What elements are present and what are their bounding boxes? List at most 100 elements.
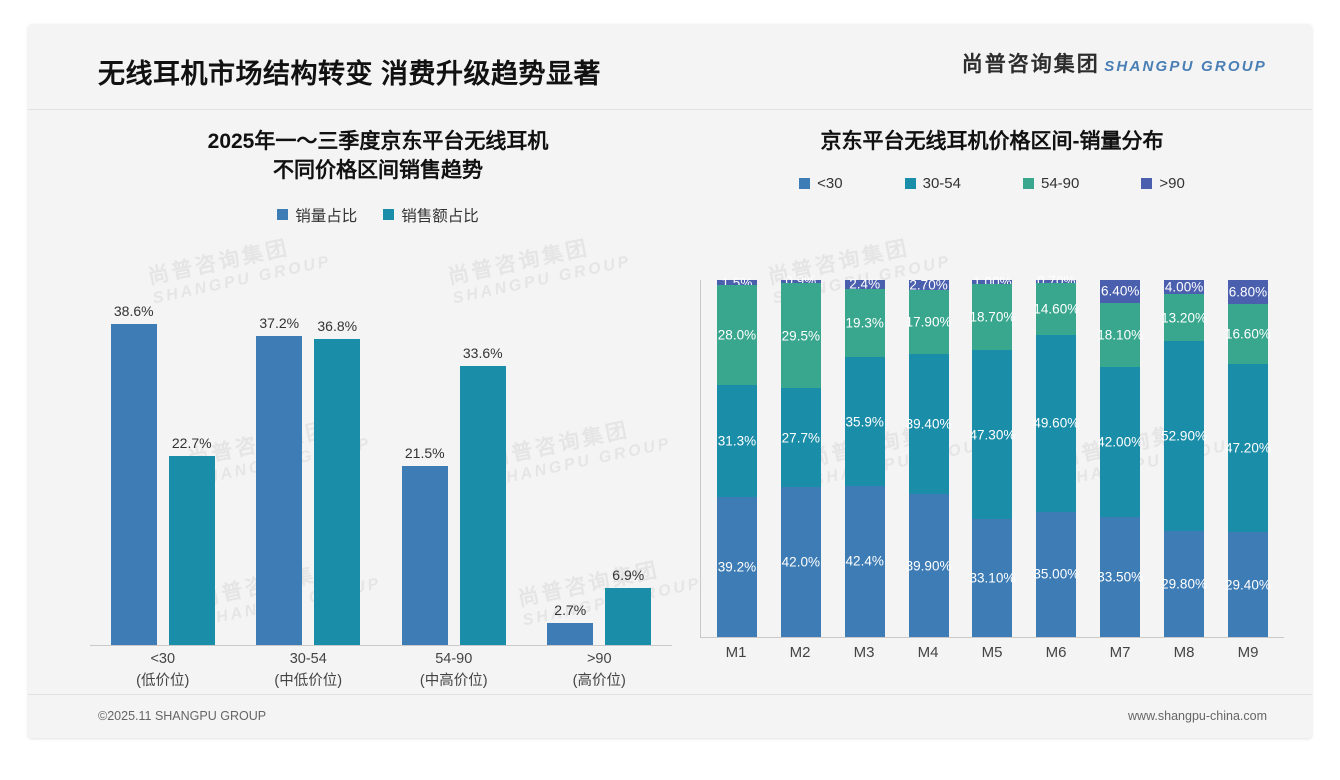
bar-销量占比-30-54[interactable]: 37.2% <box>256 315 303 645</box>
stacked-segment-54-90-M4[interactable]: 17.90% <box>906 289 951 354</box>
stacked-segment-<30-M4[interactable]: 39.90% <box>905 494 952 637</box>
segment-value-label: 39.90% <box>905 558 952 574</box>
copyright-text: ©2025.11 SHANGPU GROUP <box>98 709 267 723</box>
stacked-column-M9[interactable]: 6.80% 16.60% 47.20% 29.40% <box>1225 280 1271 637</box>
stacked-segment-<30-M2[interactable]: 42.0% <box>780 487 821 637</box>
stacked-column-M6[interactable]: 0.70% 14.60% 49.60% 35.00% <box>1033 274 1080 637</box>
x-axis-tick-M8: M8 <box>1173 644 1195 661</box>
stacked-segment-30-54-M7[interactable]: 42.00% <box>1097 367 1144 518</box>
stacked-segment-30-54-M9[interactable]: 47.20% <box>1225 363 1271 533</box>
x-axis-tick->90: >90 (高价位) <box>534 648 664 693</box>
legend-item-销量占比[interactable]: 销量占比 <box>277 204 357 226</box>
stacked-column-M1[interactable]: 1.5% 28.0% 31.3% 39.2% <box>716 275 757 637</box>
stacked-segment-30-54-M6[interactable]: 49.60% <box>1033 334 1080 512</box>
slide-header: 无线耳机市场结构转变 消费升级趋势显著 尚普咨询集团 SHANGPU GROUP <box>28 24 1312 110</box>
stacked-segment->90-M7[interactable]: 6.40% <box>1100 280 1141 303</box>
chart-legend-right: <30 30-54 54-90 >90 <box>692 175 1292 192</box>
stacked-column-M2[interactable]: 0.9% 29.5% 27.7% 42.0% <box>780 274 821 637</box>
legend-swatch-icon <box>799 177 811 189</box>
segment-value-label: 16.60% <box>1225 326 1271 342</box>
stacked-segment-54-90-M9[interactable]: 16.60% <box>1225 304 1271 364</box>
legend-item-销售额占比[interactable]: 销售额占比 <box>383 204 479 226</box>
stacked-column-M8[interactable]: 4.00% 13.20% 52.90% 29.80% <box>1161 280 1207 637</box>
stacked-segment-30-54-M1[interactable]: 31.3% <box>716 385 757 498</box>
bar-销售额占比-30-54[interactable]: 36.8% <box>314 318 361 645</box>
stacked-segment-<30-M3[interactable]: 42.4% <box>844 485 885 637</box>
stacked-segment-54-90-M5[interactable]: 18.70% <box>970 283 1015 351</box>
segment-value-label: 29.80% <box>1161 576 1207 592</box>
stacked-segment-54-90-M7[interactable]: 18.10% <box>1097 302 1143 368</box>
segment-value-label: 2.70% <box>909 277 948 293</box>
bar-value-label: 36.8% <box>317 318 358 335</box>
bar-销量占比->90[interactable]: 2.7% <box>547 602 594 645</box>
stacked-bar-chart: 1.5% 28.0% 31.3% 39.2% 0.9% 29.5% 27.7% 42.0% 2.… <box>700 274 1284 690</box>
stacked-bar-x-axis: M1 M2 M3 M4 M5 M6 M7 M8 M9 <box>700 644 1284 661</box>
segment-value-label: 39.40% <box>905 416 952 432</box>
stacked-segment-30-54-M2[interactable]: 27.7% <box>780 388 821 488</box>
website-link[interactable]: www.shangpu-china.com <box>1128 709 1267 723</box>
stacked-segment->90-M9[interactable]: 6.80% <box>1227 280 1268 305</box>
bar-value-label: 22.7% <box>171 435 212 452</box>
stacked-column-M7[interactable]: 6.40% 18.10% 42.00% 33.50% <box>1097 280 1144 637</box>
stacked-segment-54-90-M6[interactable]: 14.60% <box>1033 282 1080 335</box>
stacked-column-M4[interactable]: 2.70% 17.90% 39.40% 39.90% <box>905 277 952 637</box>
segment-value-label: 47.20% <box>1225 440 1271 456</box>
chart-panel-volume-distribution: 京东平台无线耳机价格区间-销量分布 <30 30-54 54-90 >90 1.5% 2… <box>692 128 1292 698</box>
stacked-segment->90-M4[interactable]: 2.70% <box>908 277 949 293</box>
x-axis-tick-sublabel: (高价位) <box>572 673 626 690</box>
bar-value-label: 33.6% <box>462 344 503 361</box>
x-axis-tick-M5: M5 <box>981 644 1003 661</box>
segment-value-label: 31.3% <box>717 433 757 449</box>
bar-销售额占比-<30[interactable]: 22.7% <box>168 435 215 645</box>
bar-销量占比-<30[interactable]: 38.6% <box>110 303 157 645</box>
segment-value-label: 2.4% <box>849 276 881 292</box>
legend-swatch-icon <box>383 209 395 221</box>
legend-item-30-54[interactable]: 30-54 <box>904 175 961 192</box>
stacked-segment-<30-M9[interactable]: 29.40% <box>1225 532 1271 637</box>
stacked-segment-<30-M8[interactable]: 29.80% <box>1161 530 1207 637</box>
stacked-segment-30-54-M8[interactable]: 52.90% <box>1161 341 1207 531</box>
stacked-segment-<30-M5[interactable]: 33.10% <box>970 518 1015 637</box>
chart-legend-left: 销量占比 销售额占比 <box>72 204 684 226</box>
bar-销售额占比-54-90[interactable]: 33.6% <box>459 345 506 645</box>
segment-value-label: 18.70% <box>969 309 1016 325</box>
chart-title-right: 京东平台无线耳机价格区间-销量分布 <box>820 130 1164 153</box>
x-axis-tick-label: 30-54 <box>289 651 327 667</box>
stacked-segment-54-90-M1[interactable]: 28.0% <box>716 285 757 386</box>
stacked-segment-<30-M7[interactable]: 33.50% <box>1097 517 1143 637</box>
stacked-segment-54-90-M3[interactable]: 19.3% <box>844 288 885 358</box>
x-axis-tick-sublabel: (中低价位) <box>274 673 343 690</box>
stacked-segment-30-54-M4[interactable]: 39.40% <box>905 353 952 495</box>
bar-value-label: 38.6% <box>113 303 154 320</box>
stacked-segment-54-90-M8[interactable]: 13.20% <box>1161 294 1207 342</box>
x-axis-tick-54-90: 54-90 (中高价位) <box>389 648 519 693</box>
stacked-segment-<30-M1[interactable]: 39.2% <box>716 497 757 637</box>
segment-value-label: 49.60% <box>1033 415 1080 431</box>
segment-value-label: 14.60% <box>1033 301 1080 317</box>
bar-销售额占比->90[interactable]: 6.9% <box>605 567 652 645</box>
legend-item->90[interactable]: >90 <box>1141 175 1185 192</box>
bar-销量占比-54-90[interactable]: 21.5% <box>401 445 448 645</box>
stacked-segment-30-54-M5[interactable]: 47.30% <box>970 350 1015 519</box>
bar-group-30-54: 37.2% 36.8% <box>256 296 361 645</box>
page-title: 无线耳机市场结构转变 消费升级趋势显著 <box>98 59 602 89</box>
stacked-segment->90-M3[interactable]: 2.4% <box>844 276 885 292</box>
slide: 无线耳机市场结构转变 消费升级趋势显著 尚普咨询集团 SHANGPU GROUP… <box>28 24 1312 738</box>
stacked-column-M5[interactable]: 1.00% 18.70% 47.30% 33.10% <box>970 274 1015 637</box>
segment-value-label: 42.0% <box>781 554 820 570</box>
stacked-segment-54-90-M2[interactable]: 29.5% <box>780 282 821 389</box>
x-axis-tick-label: >90 <box>586 651 612 667</box>
stacked-segment-30-54-M3[interactable]: 35.9% <box>844 357 885 486</box>
segment-value-label: 6.80% <box>1228 284 1268 300</box>
stacked-column-M3[interactable]: 2.4% 19.3% 35.9% 42.4% <box>844 276 885 637</box>
legend-swatch-icon <box>1023 177 1034 189</box>
segment-value-label: 33.10% <box>969 570 1016 586</box>
legend-item-54-90[interactable]: 54-90 <box>1023 175 1079 192</box>
stacked-segment-<30-M6[interactable]: 35.00% <box>1033 511 1079 637</box>
legend-item-<30[interactable]: <30 <box>799 175 843 192</box>
stacked-segment->90-M8[interactable]: 4.00% <box>1164 280 1205 295</box>
bar-group-<30: 38.6% 22.7% <box>110 296 215 645</box>
bar-value-label: 6.9% <box>612 566 645 583</box>
segment-value-label: 42.00% <box>1097 434 1144 450</box>
legend-swatch-icon <box>1141 177 1153 189</box>
